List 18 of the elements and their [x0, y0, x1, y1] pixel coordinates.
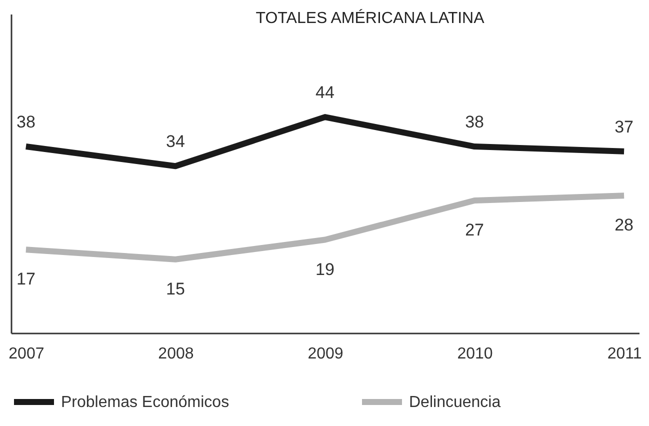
x-tick-label: 2009 — [308, 346, 344, 362]
data-label: 38 — [16, 112, 36, 132]
data-label: 37 — [614, 117, 634, 136]
x-tick-label: 2008 — [158, 346, 194, 362]
x-tick-label: 2010 — [457, 346, 493, 362]
data-label: 34 — [166, 132, 185, 152]
legend-label: Problemas Económicos — [61, 394, 230, 411]
data-label: 15 — [166, 279, 185, 298]
data-label: 27 — [465, 220, 484, 240]
x-tick-label: 2011 — [607, 346, 642, 362]
data-label: 19 — [316, 260, 334, 279]
data-label: 17 — [16, 270, 36, 289]
data-label: 44 — [316, 83, 334, 102]
chart-title: TOTALES AMÉRICANA LATINA — [256, 9, 485, 27]
data-label: 28 — [614, 216, 634, 235]
x-tick-label: 2007 — [8, 346, 44, 362]
legend-label: Delincuencia — [409, 394, 501, 411]
data-label: 38 — [465, 112, 484, 132]
